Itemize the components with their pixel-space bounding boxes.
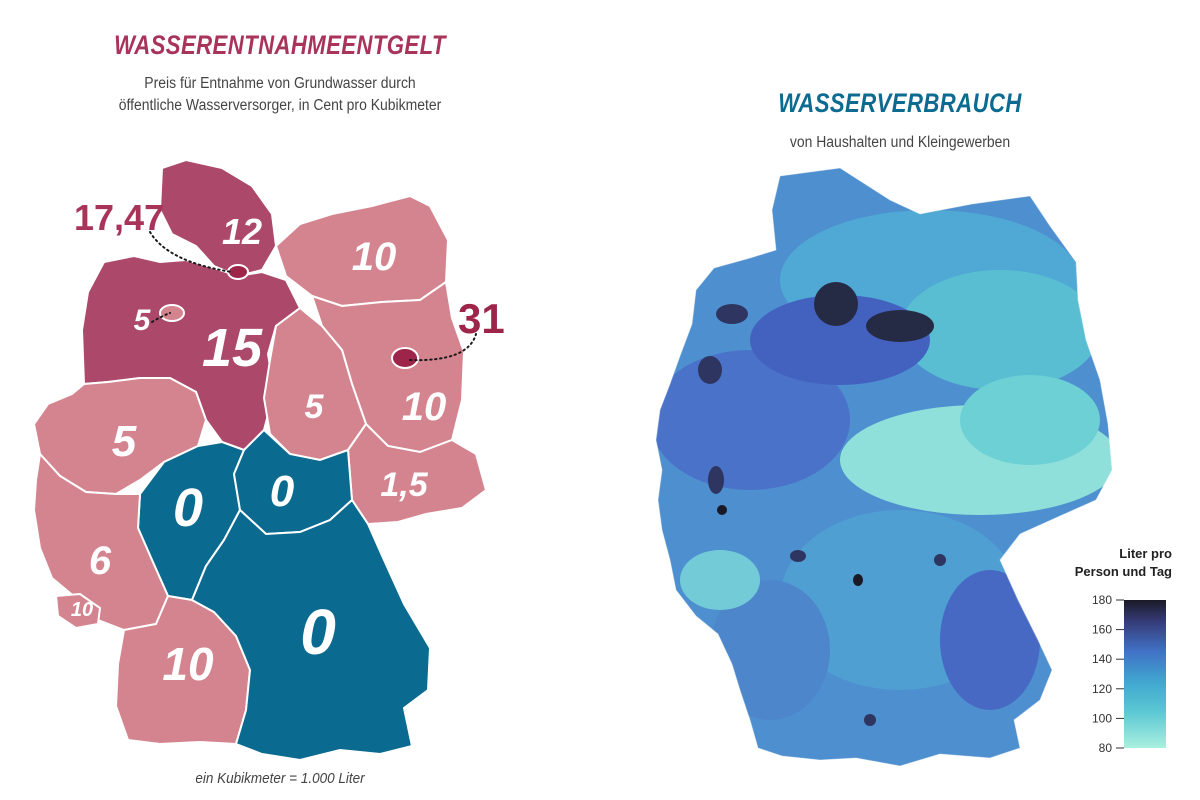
legend-tick-label: 140 <box>1092 652 1112 666</box>
legend-title-line2: Person und Tag <box>1075 564 1172 579</box>
label-bremen: 5 <box>134 304 152 337</box>
label-bayern: 0 <box>300 596 336 668</box>
label-nordrhein-westfalen: 5 <box>112 417 137 466</box>
left-map-footnote: ein Kubikmeter = 1.000 Liter <box>195 770 365 787</box>
left-map-subtitle-line2: öffentliche Wasserversorger, in Cent pro… <box>118 97 442 114</box>
legend-title-line1: Liter pro <box>1119 546 1172 561</box>
callout-line-bremen <box>151 312 171 323</box>
left-map-title: WASSERENTNAHMEENTGELT <box>114 30 446 60</box>
label-sachsen-anhalt: 5 <box>305 388 325 426</box>
label-hessen: 0 <box>173 478 203 538</box>
legend-tick-label: 100 <box>1092 711 1112 725</box>
legend-tick-label: 180 <box>1092 593 1112 607</box>
consumption-map: Liter pro Person und Tag 180 160 140 120 100… <box>655 167 1172 767</box>
state-bremen <box>159 304 185 322</box>
state-bayern <box>190 498 432 762</box>
legend-tick-label: 80 <box>1099 741 1113 755</box>
germany-outline <box>655 167 1113 767</box>
label-niedersachsen: 15 <box>202 318 263 378</box>
state-nordrhein-westfalen <box>32 377 208 496</box>
label-brandenburg: 10 <box>402 385 447 429</box>
label-mecklenburg-vorpommern: 10 <box>352 235 397 279</box>
legend-color-bar <box>1124 600 1166 748</box>
state-berlin <box>391 347 419 369</box>
legend-tick-label: 160 <box>1092 623 1112 637</box>
fee-map: 12 10 5 15 5 10 5 0 1,5 0 6 10 0 10 17,4… <box>32 158 505 762</box>
legend-ticks: 180 160 140 120 100 80 <box>1092 593 1124 755</box>
label-berlin: 31 <box>458 295 505 342</box>
consumption-choropleth <box>656 168 1112 766</box>
label-thueringen: 0 <box>270 467 295 516</box>
label-hamburg: 17,47 <box>74 197 164 238</box>
label-saarland: 10 <box>71 599 93 621</box>
label-baden-wuerttemberg: 10 <box>162 638 214 690</box>
legend-tick-label: 120 <box>1092 682 1112 696</box>
callout-line-berlin <box>409 333 477 362</box>
right-map-panel: WASSERVERBRAUCH von Haushalten und Klein… <box>600 0 1200 800</box>
state-saarland <box>54 592 102 630</box>
label-rheinland-pfalz: 6 <box>89 539 112 583</box>
right-map-subtitle: von Haushalten und Kleingewerben <box>789 134 1011 151</box>
state-hamburg <box>227 264 249 280</box>
state-schleswig-holstein <box>158 158 278 278</box>
right-map-title: WASSERVERBRAUCH <box>778 88 1022 118</box>
left-map-subtitle-line1: Preis für Entnahme von Grundwasser durch <box>144 75 416 92</box>
left-map-panel: WASSERENTNAHMEENTGELT Preis für Entnahme… <box>0 0 560 800</box>
label-schleswig-holstein: 12 <box>222 211 262 252</box>
label-sachsen: 1,5 <box>380 466 428 504</box>
callout-line-hamburg <box>149 231 233 273</box>
